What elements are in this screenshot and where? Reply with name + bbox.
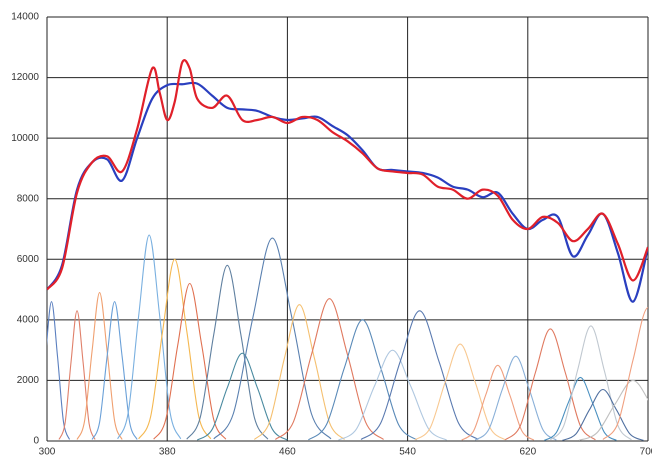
- component-line: [58, 310, 96, 440]
- component-line: [196, 352, 288, 441]
- x-tick-label: 460: [279, 447, 296, 458]
- component-line: [253, 304, 345, 440]
- y-tick-label: 10000: [11, 133, 39, 144]
- component-line: [474, 355, 557, 441]
- main-line: [47, 59, 648, 291]
- y-tick-label: 4000: [17, 314, 40, 325]
- tick-labels: 0 2000 4000 6000 8000 10000 12000 14000 300 380 46…: [11, 12, 652, 458]
- component-line: [117, 234, 182, 440]
- component-line: [76, 292, 123, 440]
- component-line: [274, 298, 384, 440]
- x-tick-label: 700: [640, 447, 652, 458]
- x-tick-label: 540: [399, 447, 416, 458]
- component-line: [138, 258, 212, 440]
- y-tick-label: 12000: [11, 72, 39, 83]
- y-tick-label: 6000: [17, 254, 40, 265]
- component-line: [578, 379, 648, 441]
- component-line: [562, 388, 644, 441]
- x-tick-label: 300: [39, 447, 56, 458]
- component-line: [308, 319, 417, 441]
- component-line: [186, 264, 269, 440]
- component-line: [461, 364, 535, 441]
- component-line: [504, 328, 596, 441]
- component-line: [47, 301, 71, 440]
- component-line: [544, 376, 617, 441]
- component-line: [91, 301, 138, 440]
- y-tick-label: 0: [33, 436, 39, 447]
- y-tick-label: 8000: [17, 193, 40, 204]
- component-line: [549, 325, 632, 441]
- component-line: [360, 310, 479, 440]
- y-tick-label: 2000: [17, 375, 40, 386]
- component-line: [602, 307, 648, 440]
- component-line: [153, 282, 227, 440]
- component-line: [414, 343, 506, 441]
- x-tick-label: 380: [159, 447, 176, 458]
- component-line: [338, 349, 447, 441]
- component-line: [213, 237, 332, 440]
- y-tick-label: 14000: [11, 12, 39, 23]
- plot-area: [47, 59, 648, 441]
- x-tick-label: 620: [519, 447, 536, 458]
